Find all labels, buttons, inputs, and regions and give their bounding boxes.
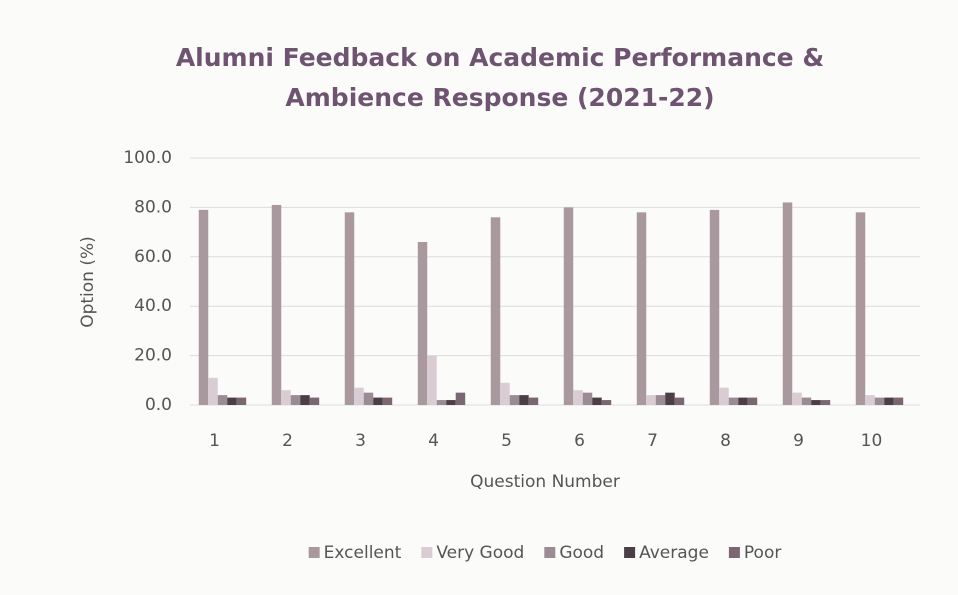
bar bbox=[782, 202, 793, 405]
bar bbox=[709, 209, 720, 405]
x-tick-label: 10 bbox=[861, 431, 883, 451]
bar bbox=[519, 395, 529, 405]
legend-label: Very Good bbox=[436, 543, 524, 563]
x-tick-label: 6 bbox=[574, 431, 585, 451]
bar bbox=[573, 390, 583, 405]
legend-label: Good bbox=[559, 543, 604, 563]
bar bbox=[528, 397, 539, 405]
x-tick-label: 9 bbox=[793, 431, 804, 451]
y-tick-label: 80.0 bbox=[134, 197, 172, 217]
bar bbox=[436, 400, 447, 405]
y-tick-label: 20.0 bbox=[134, 346, 172, 366]
bar bbox=[719, 387, 729, 405]
x-tick-label: 8 bbox=[720, 431, 731, 451]
bar bbox=[811, 400, 821, 405]
bar bbox=[236, 397, 247, 405]
legend-label: Poor bbox=[744, 543, 781, 563]
bar bbox=[674, 397, 685, 405]
y-tick-label: 0.0 bbox=[145, 395, 172, 415]
bar bbox=[820, 400, 831, 405]
bar bbox=[446, 400, 456, 405]
bar bbox=[455, 392, 466, 405]
x-tick-label: 3 bbox=[355, 431, 366, 451]
bar bbox=[208, 377, 218, 405]
legend-label: Excellent bbox=[324, 543, 402, 563]
bar bbox=[738, 397, 748, 405]
bar bbox=[417, 241, 428, 405]
bar bbox=[363, 392, 374, 405]
bar bbox=[592, 397, 602, 405]
bar bbox=[217, 395, 228, 405]
x-tick-label: 7 bbox=[647, 431, 658, 451]
bar bbox=[801, 397, 812, 405]
bar bbox=[636, 212, 647, 405]
legend-swatch bbox=[421, 547, 433, 558]
y-axis-title: Option (%) bbox=[78, 236, 98, 328]
y-tick-label: 60.0 bbox=[134, 247, 172, 267]
y-tick-label: 100.0 bbox=[123, 148, 172, 168]
bar bbox=[281, 390, 291, 405]
bar bbox=[855, 212, 866, 405]
bar bbox=[655, 395, 666, 405]
bar bbox=[427, 355, 437, 405]
x-tick-label: 1 bbox=[209, 431, 220, 451]
bar bbox=[344, 212, 355, 405]
bar bbox=[665, 392, 675, 405]
bar bbox=[227, 397, 237, 405]
legend-swatch bbox=[728, 547, 740, 558]
bar bbox=[382, 397, 393, 405]
bar bbox=[290, 395, 301, 405]
bar bbox=[509, 395, 520, 405]
bar bbox=[354, 387, 364, 405]
bar bbox=[646, 395, 656, 405]
bar bbox=[582, 392, 593, 405]
x-tick-label: 4 bbox=[428, 431, 439, 451]
bar bbox=[271, 204, 282, 405]
bar bbox=[500, 382, 510, 405]
bar bbox=[884, 397, 894, 405]
bar bbox=[874, 397, 885, 405]
legend-swatch bbox=[308, 547, 320, 558]
bar bbox=[792, 392, 802, 405]
bar bbox=[865, 395, 875, 405]
bar bbox=[563, 207, 574, 405]
bar bbox=[601, 400, 612, 405]
legend-label: Average bbox=[639, 543, 709, 563]
x-tick-label: 2 bbox=[282, 431, 293, 451]
bar bbox=[893, 397, 904, 405]
bar bbox=[300, 395, 310, 405]
bar bbox=[747, 397, 758, 405]
x-axis-title: Question Number bbox=[470, 472, 620, 492]
bar bbox=[373, 397, 383, 405]
y-tick-label: 40.0 bbox=[134, 296, 172, 316]
bar bbox=[198, 209, 209, 405]
bar bbox=[490, 217, 501, 405]
legend-swatch bbox=[624, 547, 636, 558]
bar bbox=[309, 397, 320, 405]
legend-swatch bbox=[544, 547, 556, 558]
bar bbox=[728, 397, 739, 405]
x-tick-label: 5 bbox=[501, 431, 512, 451]
chart-title: Alumni Feedback on Academic Performance … bbox=[175, 43, 825, 112]
